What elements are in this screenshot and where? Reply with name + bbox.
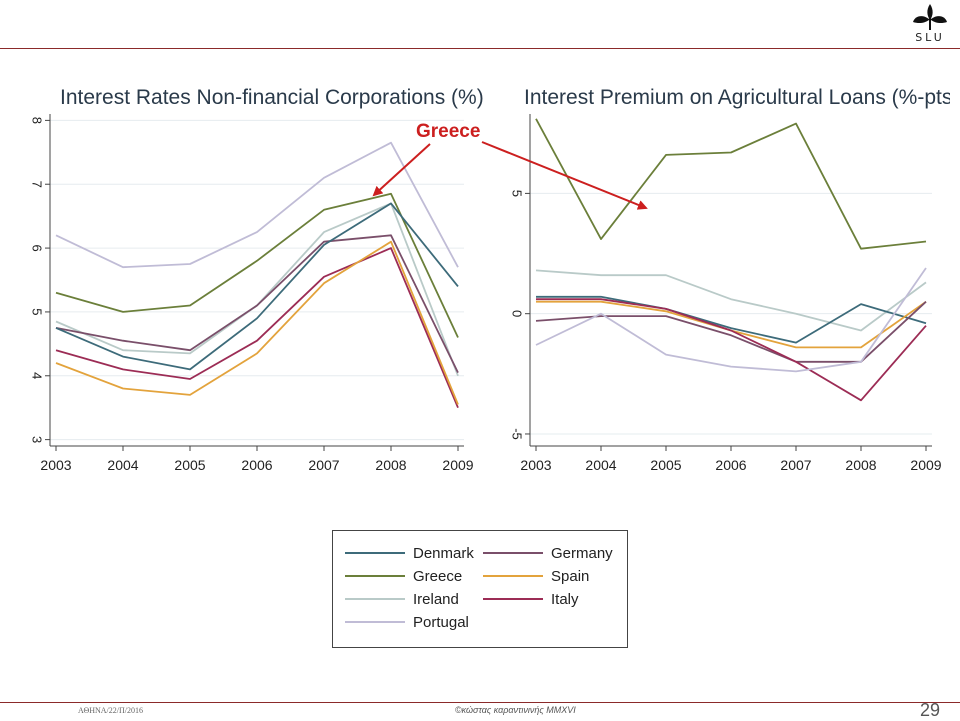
legend-item-spain: Spain [483, 566, 589, 586]
x-tick-label: 2009 [442, 457, 473, 473]
chart-title: Interest Rates Non-financial Corporation… [60, 86, 484, 109]
footer-date: ΑΘΗΝΑ/22/Π/2016 [78, 706, 144, 715]
top-rule [0, 48, 960, 49]
series-line-denmark [55, 202, 459, 371]
y-tick-label: 7 [30, 181, 45, 188]
legend-swatch [483, 575, 543, 577]
x-tick-label: 2004 [585, 457, 616, 473]
legend-label: Ireland [413, 590, 459, 608]
logo-text: SLU [915, 31, 945, 44]
y-tick-label: 8 [30, 117, 45, 124]
legend-item-denmark: Denmark [345, 543, 474, 563]
chart-title: Interest Premium on Agricultural Loans (… [524, 86, 950, 109]
legend-label: Greece [413, 567, 463, 585]
legend-label: Italy [551, 590, 579, 608]
legend-item-ireland: Ireland [345, 589, 459, 609]
x-tick-label: 2008 [845, 457, 876, 473]
x-tick-label: 2009 [910, 457, 941, 473]
x-tick-label: 2006 [715, 457, 746, 473]
x-tick-label: 2007 [308, 457, 339, 473]
series-line-greece [55, 192, 459, 338]
chart-interest-premium: Interest Premium on Agricultural Loans (… [484, 62, 959, 500]
figure: Interest Rates Non-financial Corporation… [10, 62, 959, 500]
legend-swatch [483, 552, 543, 554]
legend-label: Germany [551, 544, 613, 562]
series-line-italy [536, 298, 927, 402]
footer-rule [0, 702, 960, 703]
legend: Denmark Germany Greece Spain Ireland Italy Por… [332, 530, 628, 648]
x-tick-label: 2008 [375, 457, 406, 473]
annotation-label: Greece [416, 121, 481, 142]
x-tick-label: 2006 [241, 457, 272, 473]
y-tick-label: 6 [30, 244, 45, 251]
series-line-spain [55, 240, 459, 405]
x-tick-label: 2003 [520, 457, 551, 473]
series-line-germany [55, 234, 459, 373]
legend-label: Denmark [413, 544, 474, 562]
series-line-ireland [535, 269, 927, 332]
chart-interest-rates: Interest Rates Non-financial Corporation… [10, 62, 484, 500]
x-tick-label: 2004 [107, 457, 138, 473]
legend-swatch [345, 598, 405, 600]
annotation-arrow-left [372, 143, 431, 197]
plot-area [50, 114, 464, 446]
legend-label: Spain [551, 567, 590, 585]
y-tick-label: -5 [510, 428, 525, 440]
y-tick-label: 5 [30, 308, 45, 315]
legend-label: Portugal [413, 613, 469, 631]
slu-logo: SLU [905, 2, 955, 46]
series-line-italy [55, 247, 459, 409]
y-tick-label: 4 [30, 372, 45, 379]
x-tick-label: 2005 [650, 457, 681, 473]
charts-svg: Interest Rates Non-financial Corporation… [10, 62, 959, 500]
legend-swatch [345, 552, 405, 554]
x-tick-label: 2007 [780, 457, 811, 473]
series-line-greece [535, 118, 927, 250]
legend-swatch [483, 598, 543, 600]
y-tick-label: 5 [510, 190, 525, 197]
series-line-denmark [536, 295, 927, 344]
plot-area [530, 114, 932, 446]
x-tick-label: 2003 [40, 457, 71, 473]
legend-item-germany: Germany [483, 543, 613, 563]
legend-swatch [345, 575, 405, 577]
x-tick-label: 2005 [174, 457, 205, 473]
y-tick-label: 0 [510, 310, 525, 317]
y-tick-label: 3 [30, 436, 45, 443]
leaf-logo-icon [913, 4, 947, 30]
legend-item-portugal: Portugal [345, 612, 469, 632]
annotation-arrows [372, 141, 648, 210]
legend-swatch [345, 621, 405, 623]
legend-item-italy: Italy [483, 589, 579, 609]
legend-item-greece: Greece [345, 566, 462, 586]
footer-copyright: ©κώστας καραντινινής MMXVI [455, 705, 576, 715]
series-line-portugal [535, 267, 927, 373]
page-number: 29 [920, 700, 941, 720]
series-line-portugal [55, 141, 459, 269]
annotation-arrow-right [481, 141, 648, 210]
